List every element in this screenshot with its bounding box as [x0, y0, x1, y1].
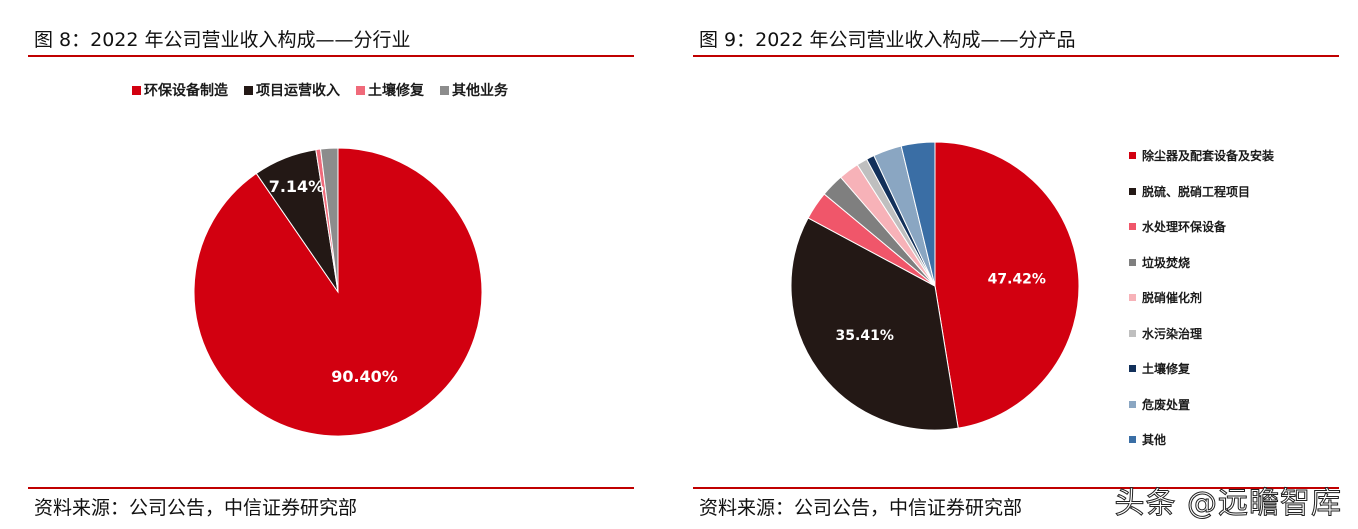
legend-item: 危废处置 — [1129, 387, 1274, 423]
legend-swatch — [1129, 329, 1136, 337]
legend-item: 水污染治理 — [1129, 316, 1274, 352]
industry-legend: 环保设备制造 项目运营收入 土壤修复 其他业务 — [132, 80, 508, 100]
legend-item: 项目运营收入 — [244, 80, 340, 100]
source-rule — [28, 487, 634, 489]
pie-slice — [934, 141, 1080, 429]
legend-swatch — [356, 85, 365, 95]
legend-swatch — [1129, 187, 1136, 195]
legend-label: 项目运营收入 — [256, 83, 340, 99]
watermark: 头条 @远瞻智库 — [1114, 486, 1342, 522]
product-pie-chart: 47.42% 35.41% — [790, 141, 1080, 431]
legend-swatch — [1129, 223, 1136, 231]
figure-9-source: 资料来源：公司公告，中信证券研究部 — [699, 497, 1023, 519]
legend-item: 土壤修复 — [1129, 351, 1274, 387]
legend-item: 环保设备制造 — [132, 80, 228, 100]
legend-label: 土壤修复 — [1142, 362, 1191, 377]
figure-9-title: 图 9：2022 年公司营业收入构成——分产品 — [699, 29, 1076, 51]
source-rule — [693, 487, 1339, 489]
figure-8-title: 图 8：2022 年公司营业收入构成——分行业 — [34, 29, 411, 51]
legend-label: 脱硫、脱硝工程项目 — [1142, 184, 1251, 199]
industry-pie-chart: 90.40% 7.14% — [193, 147, 483, 437]
legend-label: 水处理环保设备 — [1142, 220, 1227, 235]
title-rule — [28, 55, 634, 57]
pie-slice — [900, 141, 936, 287]
legend-swatch — [440, 85, 449, 95]
pie-data-label: 7.14% — [269, 177, 325, 196]
pie-slice — [320, 147, 339, 293]
pie-slice — [790, 217, 959, 431]
pie-data-label: 90.40% — [331, 367, 398, 386]
title-rule — [693, 55, 1339, 57]
legend-label: 垃圾焚烧 — [1142, 255, 1191, 270]
legend-label: 其他 — [1142, 433, 1167, 448]
legend-label: 危废处置 — [1142, 397, 1191, 412]
legend-swatch — [1129, 436, 1136, 444]
legend-swatch — [244, 85, 253, 95]
legend-swatch — [1129, 152, 1136, 160]
industry-chart-panel: 图 8：2022 年公司营业收入构成——分行业 环保设备制造 项目运营收入 土壤修复… — [28, 0, 634, 529]
legend-label: 除尘器及配套设备及安装 — [1142, 149, 1275, 164]
legend-label: 环保设备制造 — [144, 83, 228, 99]
legend-item: 脱硝催化剂 — [1129, 280, 1274, 316]
legend-item: 垃圾焚烧 — [1129, 245, 1274, 281]
legend-swatch — [1129, 400, 1136, 408]
legend-item: 土壤修复 — [356, 80, 424, 100]
legend-label: 脱硝催化剂 — [1142, 291, 1203, 306]
legend-swatch — [132, 85, 141, 95]
legend-item: 其他 — [1129, 422, 1274, 458]
product-legend: 除尘器及配套设备及安装 脱硫、脱硝工程项目 水处理环保设备 垃圾焚烧脱硝催化剂水污染治… — [1129, 138, 1274, 458]
product-chart-panel: 图 9：2022 年公司营业收入构成——分产品 47.42% 35.41% 除尘器… — [693, 0, 1339, 529]
legend-label: 土壤修复 — [368, 83, 424, 99]
figure-8-source: 资料来源：公司公告，中信证券研究部 — [34, 497, 358, 519]
legend-label: 水污染治理 — [1142, 326, 1203, 341]
pie-data-label: 35.41% — [836, 328, 894, 344]
legend-item: 水处理环保设备 — [1129, 209, 1274, 245]
legend-swatch — [1129, 258, 1136, 266]
legend-swatch — [1129, 294, 1136, 302]
legend-item: 脱硫、脱硝工程项目 — [1129, 174, 1274, 210]
legend-swatch — [1129, 365, 1136, 373]
legend-label: 其他业务 — [452, 83, 508, 99]
pie-data-label: 47.42% — [988, 271, 1046, 287]
legend-item: 除尘器及配套设备及安装 — [1129, 138, 1274, 174]
legend-item: 其他业务 — [440, 80, 508, 100]
